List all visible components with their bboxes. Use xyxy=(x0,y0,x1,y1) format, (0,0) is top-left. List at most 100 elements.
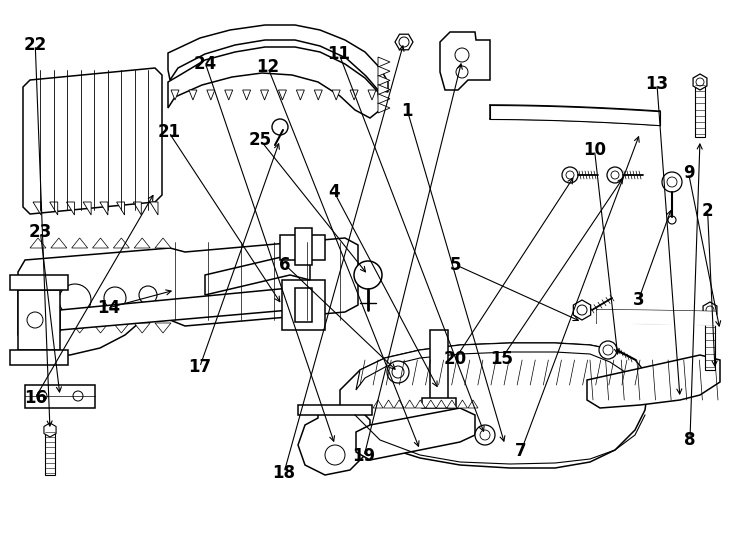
Polygon shape xyxy=(430,330,448,400)
Text: 4: 4 xyxy=(328,183,340,201)
Text: 16: 16 xyxy=(23,389,47,407)
Polygon shape xyxy=(693,74,707,90)
Polygon shape xyxy=(113,238,129,248)
Polygon shape xyxy=(573,300,591,320)
Polygon shape xyxy=(295,288,312,322)
Polygon shape xyxy=(25,385,95,408)
Text: 21: 21 xyxy=(157,123,181,141)
Polygon shape xyxy=(261,90,269,100)
Polygon shape xyxy=(373,400,383,408)
Polygon shape xyxy=(695,82,705,137)
Text: 19: 19 xyxy=(352,447,376,465)
Polygon shape xyxy=(83,202,91,215)
Polygon shape xyxy=(30,238,46,248)
Polygon shape xyxy=(297,90,305,100)
Polygon shape xyxy=(384,400,393,408)
Polygon shape xyxy=(134,202,141,215)
Polygon shape xyxy=(23,68,162,214)
Polygon shape xyxy=(426,400,436,408)
Polygon shape xyxy=(243,90,250,100)
Text: 15: 15 xyxy=(490,350,513,368)
Text: 11: 11 xyxy=(327,45,351,63)
Polygon shape xyxy=(356,343,648,390)
Polygon shape xyxy=(350,90,358,100)
Circle shape xyxy=(387,361,409,383)
Polygon shape xyxy=(395,34,413,50)
Polygon shape xyxy=(587,355,720,408)
Polygon shape xyxy=(378,103,390,113)
Polygon shape xyxy=(33,202,41,215)
Polygon shape xyxy=(10,275,68,290)
Polygon shape xyxy=(100,202,108,215)
Text: 10: 10 xyxy=(583,141,606,159)
Polygon shape xyxy=(60,288,310,330)
Polygon shape xyxy=(168,25,388,92)
Polygon shape xyxy=(51,238,67,248)
Polygon shape xyxy=(295,228,312,265)
Text: 8: 8 xyxy=(684,431,696,449)
Polygon shape xyxy=(150,202,158,215)
Polygon shape xyxy=(314,90,322,100)
Polygon shape xyxy=(50,202,58,215)
Text: 20: 20 xyxy=(443,350,467,368)
Circle shape xyxy=(662,172,682,192)
Text: 23: 23 xyxy=(29,223,52,241)
Text: 5: 5 xyxy=(449,255,461,274)
Text: 3: 3 xyxy=(633,291,644,309)
Text: 9: 9 xyxy=(683,164,694,182)
Polygon shape xyxy=(440,32,490,90)
Polygon shape xyxy=(368,90,376,100)
Text: 18: 18 xyxy=(272,463,296,482)
Polygon shape xyxy=(92,238,109,248)
Circle shape xyxy=(607,167,623,183)
Polygon shape xyxy=(171,90,179,100)
Text: 25: 25 xyxy=(249,131,272,150)
Circle shape xyxy=(668,216,676,224)
Text: 6: 6 xyxy=(279,255,291,274)
Polygon shape xyxy=(422,398,456,408)
Polygon shape xyxy=(134,323,150,333)
Polygon shape xyxy=(282,280,325,330)
Text: 14: 14 xyxy=(97,299,120,317)
Polygon shape xyxy=(436,400,446,408)
Polygon shape xyxy=(10,350,68,365)
Polygon shape xyxy=(168,47,380,118)
Text: 7: 7 xyxy=(515,442,527,460)
Polygon shape xyxy=(18,238,358,355)
Text: 1: 1 xyxy=(401,102,413,120)
Circle shape xyxy=(599,341,617,359)
Polygon shape xyxy=(468,400,478,408)
Polygon shape xyxy=(155,323,171,333)
Polygon shape xyxy=(378,66,390,76)
Polygon shape xyxy=(378,85,390,94)
Polygon shape xyxy=(205,255,310,295)
Polygon shape xyxy=(457,400,468,408)
Polygon shape xyxy=(394,400,404,408)
Polygon shape xyxy=(404,400,415,408)
Polygon shape xyxy=(155,238,171,248)
Polygon shape xyxy=(378,94,390,104)
Text: 24: 24 xyxy=(194,55,217,73)
Text: 2: 2 xyxy=(702,201,713,220)
Polygon shape xyxy=(134,238,150,248)
Polygon shape xyxy=(280,235,325,260)
Polygon shape xyxy=(117,202,125,215)
Polygon shape xyxy=(189,90,197,100)
Polygon shape xyxy=(705,310,715,370)
Polygon shape xyxy=(72,238,87,248)
Polygon shape xyxy=(333,90,340,100)
Polygon shape xyxy=(45,430,55,475)
Polygon shape xyxy=(378,76,390,85)
Polygon shape xyxy=(340,343,648,468)
Polygon shape xyxy=(92,323,109,333)
Polygon shape xyxy=(67,202,74,215)
Circle shape xyxy=(475,425,495,445)
Polygon shape xyxy=(18,290,60,350)
Circle shape xyxy=(354,261,382,289)
Polygon shape xyxy=(278,90,286,100)
Text: 17: 17 xyxy=(188,358,211,376)
Polygon shape xyxy=(30,323,46,333)
Text: 13: 13 xyxy=(645,75,669,93)
Polygon shape xyxy=(298,405,372,415)
Text: 22: 22 xyxy=(23,36,47,54)
